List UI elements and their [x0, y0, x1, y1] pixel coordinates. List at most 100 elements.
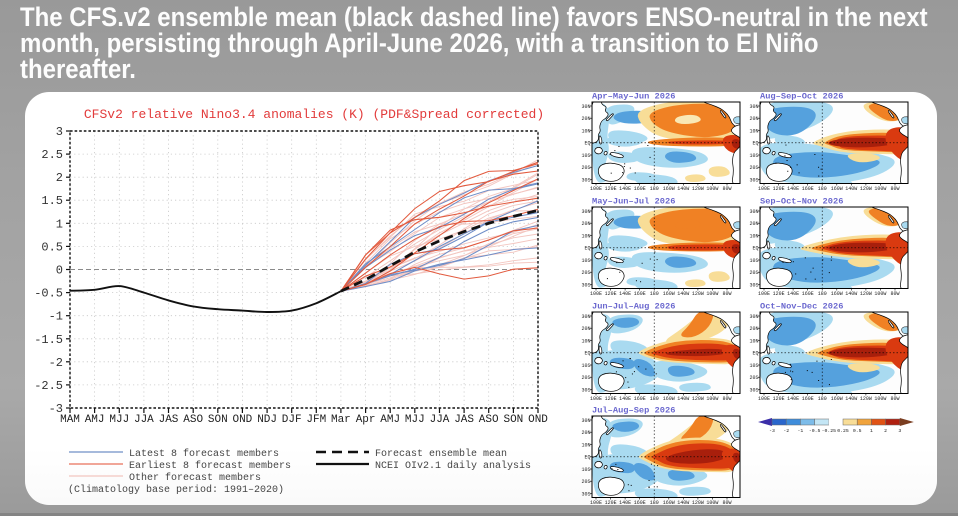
svg-text:-3: -3: [49, 402, 63, 416]
svg-text:120W: 120W: [859, 291, 871, 297]
svg-text:140W: 140W: [677, 291, 689, 297]
svg-text:140E: 140E: [787, 185, 799, 191]
svg-text:120E: 120E: [605, 499, 617, 505]
svg-text:30N: 30N: [581, 417, 590, 423]
svg-text:100E: 100E: [590, 291, 602, 297]
svg-text:20S: 20S: [749, 270, 758, 276]
svg-text:120W: 120W: [859, 185, 871, 191]
svg-text:3: 3: [898, 428, 901, 434]
svg-text:30N: 30N: [749, 209, 758, 215]
svg-text:140W: 140W: [845, 396, 857, 402]
svg-text:Forecast ensemble mean: Forecast ensemble mean: [375, 448, 507, 460]
svg-text:160W: 160W: [830, 396, 842, 402]
svg-text:30N: 30N: [749, 103, 758, 109]
svg-text:120E: 120E: [605, 291, 617, 297]
svg-text:20N: 20N: [581, 116, 590, 122]
svg-text:100W: 100W: [706, 185, 718, 191]
svg-text:180: 180: [817, 291, 826, 297]
svg-text:100W: 100W: [706, 499, 718, 505]
svg-text:10S: 10S: [581, 152, 590, 158]
svg-text:120E: 120E: [772, 396, 784, 402]
svg-text:May–Jun–Jul 2026: May–Jun–Jul 2026: [592, 196, 675, 206]
svg-text:-3: -3: [769, 428, 775, 434]
svg-text:100W: 100W: [874, 185, 886, 191]
svg-text:30S: 30S: [749, 282, 758, 288]
svg-text:10N: 10N: [581, 233, 590, 239]
svg-text:10S: 10S: [749, 258, 758, 264]
svg-text:30S: 30S: [581, 282, 590, 288]
svg-text:EQ: EQ: [752, 245, 758, 251]
svg-text:-1: -1: [49, 310, 63, 324]
svg-text:160W: 160W: [830, 291, 842, 297]
svg-text:180: 180: [650, 185, 659, 191]
svg-text:140E: 140E: [619, 396, 631, 402]
svg-text:160W: 160W: [663, 396, 675, 402]
svg-text:140E: 140E: [619, 291, 631, 297]
svg-text:180: 180: [650, 499, 659, 505]
svg-text:Mar: Mar: [331, 414, 351, 426]
svg-text:ASO: ASO: [183, 414, 203, 426]
svg-text:160E: 160E: [801, 396, 813, 402]
svg-text:30N: 30N: [581, 314, 590, 320]
svg-text:80W: 80W: [890, 185, 899, 191]
svg-text:10S: 10S: [581, 466, 590, 472]
svg-text:160W: 160W: [663, 291, 675, 297]
svg-text:100E: 100E: [590, 499, 602, 505]
svg-text:160W: 160W: [663, 499, 675, 505]
svg-text:10N: 10N: [749, 233, 758, 239]
svg-text:DJF: DJF: [282, 414, 302, 426]
svg-text:EQ: EQ: [584, 351, 590, 357]
svg-text:120W: 120W: [692, 185, 704, 191]
svg-text:10N: 10N: [581, 338, 590, 344]
svg-text:10S: 10S: [749, 363, 758, 369]
svg-text:160E: 160E: [634, 499, 646, 505]
svg-text:140W: 140W: [677, 185, 689, 191]
svg-text:JFM: JFM: [306, 414, 326, 426]
svg-text:160E: 160E: [634, 185, 646, 191]
svg-text:180: 180: [817, 396, 826, 402]
svg-text:120W: 120W: [692, 396, 704, 402]
svg-text:AMJ: AMJ: [380, 414, 400, 426]
svg-text:EQ: EQ: [752, 140, 758, 146]
svg-text:140W: 140W: [677, 396, 689, 402]
svg-text:30S: 30S: [581, 491, 590, 497]
svg-text:30S: 30S: [581, 387, 590, 393]
svg-text:30S: 30S: [749, 177, 758, 183]
svg-text:20S: 20S: [581, 165, 590, 171]
svg-text:Latest 8 forecast members: Latest 8 forecast members: [129, 448, 279, 460]
svg-text:140E: 140E: [619, 499, 631, 505]
svg-text:100E: 100E: [757, 185, 769, 191]
svg-text:-2: -2: [783, 428, 789, 434]
svg-text:1: 1: [870, 428, 873, 434]
svg-text:1.5: 1.5: [41, 194, 63, 208]
svg-text:100W: 100W: [706, 291, 718, 297]
svg-text:20S: 20S: [581, 479, 590, 485]
svg-text:Jul–Aug–Sep 2026: Jul–Aug–Sep 2026: [592, 405, 675, 415]
svg-text:EQ: EQ: [752, 351, 758, 357]
svg-text:80W: 80W: [722, 396, 731, 402]
svg-text:100E: 100E: [757, 396, 769, 402]
svg-text:140W: 140W: [845, 185, 857, 191]
svg-text:100E: 100E: [590, 185, 602, 191]
svg-text:10S: 10S: [581, 363, 590, 369]
svg-text:160W: 160W: [663, 185, 675, 191]
svg-text:NCEI OIv2.1 daily analysis: NCEI OIv2.1 daily analysis: [375, 460, 531, 472]
svg-text:EQ: EQ: [584, 454, 590, 460]
svg-text:CFSv2 relative Nino3.4 anomali: CFSv2 relative Nino3.4 anomalies (K) (PD…: [84, 107, 544, 122]
svg-text:EQ: EQ: [584, 140, 590, 146]
svg-text:-0.5: -0.5: [34, 287, 63, 301]
svg-text:20S: 20S: [581, 270, 590, 276]
svg-text:Apr: Apr: [356, 414, 376, 426]
svg-text:10S: 10S: [581, 258, 590, 264]
svg-text:160E: 160E: [634, 291, 646, 297]
svg-text:140E: 140E: [619, 185, 631, 191]
svg-text:160E: 160E: [801, 185, 813, 191]
svg-text:10N: 10N: [749, 128, 758, 134]
svg-text:10S: 10S: [749, 152, 758, 158]
svg-text:-1.5: -1.5: [34, 333, 63, 347]
svg-text:10N: 10N: [581, 442, 590, 448]
svg-text:-0.5: -0.5: [809, 428, 821, 434]
svg-text:JJA: JJA: [430, 414, 450, 426]
svg-text:30S: 30S: [581, 177, 590, 183]
svg-text:20S: 20S: [749, 165, 758, 171]
